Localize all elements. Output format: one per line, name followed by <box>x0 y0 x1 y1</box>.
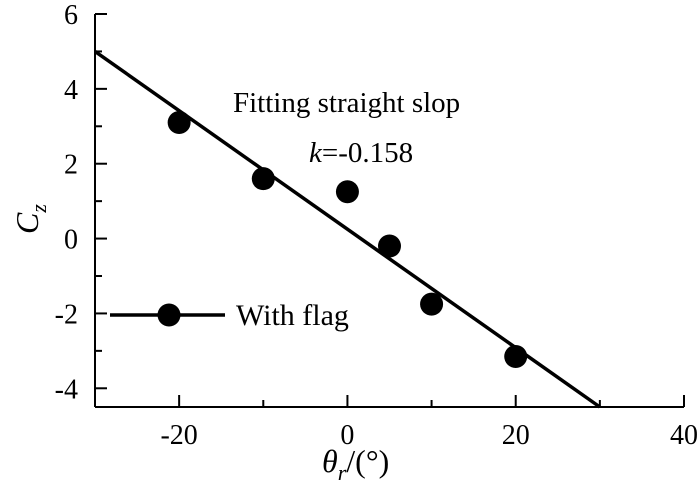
fit-annotation-title: Fitting straight slop <box>233 87 460 119</box>
y-tick-label: 4 <box>64 75 78 106</box>
y-tick-label: 0 <box>64 225 78 256</box>
y-tick-label: 6 <box>64 0 78 31</box>
data-point <box>251 167 275 191</box>
slope-value: =-0.158 <box>322 137 413 169</box>
y-axis-subscript: z <box>26 204 51 214</box>
y-tick-label: 2 <box>64 150 78 181</box>
y-axis-symbol: C <box>9 212 45 234</box>
data-point <box>504 344 528 368</box>
x-axis-subscript: r <box>338 460 347 485</box>
y-axis-label: Cz <box>9 204 51 234</box>
x-axis-symbol: θ <box>322 443 338 479</box>
y-tick-label: -4 <box>55 374 78 405</box>
data-point <box>335 180 359 204</box>
data-point <box>167 111 191 135</box>
y-tick-label: -2 <box>55 299 78 330</box>
data-point <box>378 234 401 258</box>
data-point <box>420 292 444 316</box>
x-tick-label: 0 <box>340 420 354 451</box>
x-tick-label: -20 <box>160 420 197 451</box>
legend-marker <box>157 303 181 327</box>
legend-label: With flag <box>236 299 349 332</box>
x-axis-unit: /(°) <box>346 443 389 479</box>
axis-ticks <box>95 13 685 407</box>
fit-annotation-slope: k=-0.158 <box>309 137 413 169</box>
data-points <box>167 111 528 368</box>
x-tick-label: 20 <box>502 420 530 451</box>
slope-symbol: k <box>309 137 323 169</box>
x-axis-label: θr/(°) <box>322 443 389 485</box>
plot-frame <box>94 14 684 408</box>
legend: With flag <box>110 299 349 332</box>
x-tick-label: 40 <box>670 420 698 451</box>
